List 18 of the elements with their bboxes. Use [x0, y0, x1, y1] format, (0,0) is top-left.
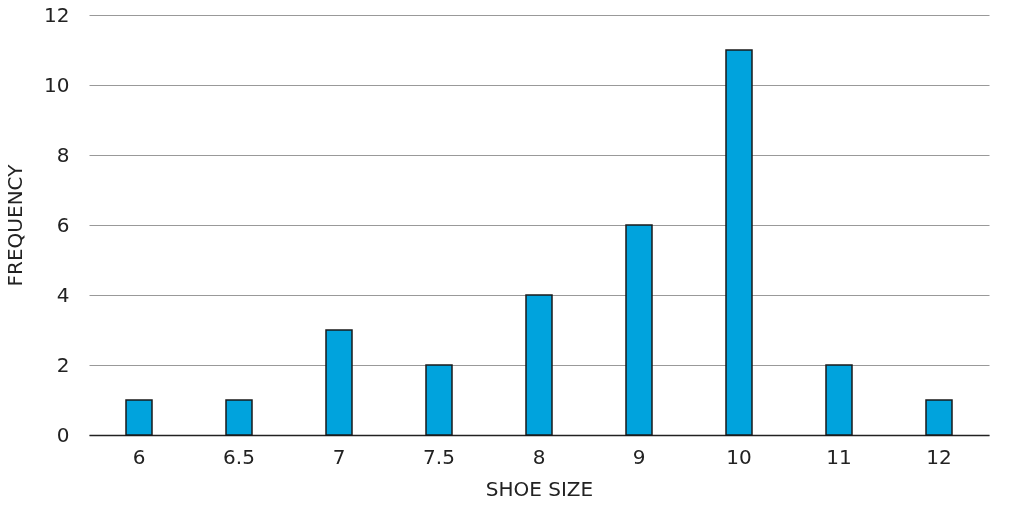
x-tick-label: 10 — [726, 444, 752, 469]
y-tick-label: 12 — [44, 2, 70, 27]
x-tick-label: 11 — [826, 444, 852, 469]
y-tick-label: 8 — [56, 142, 70, 167]
y-axis-title: FREQUENCY — [3, 163, 28, 287]
x-tick-label: 6.5 — [223, 444, 255, 469]
y-tick-label: 4 — [56, 282, 70, 307]
y-tick-label: 6 — [56, 212, 70, 237]
x-tick-label: 6 — [132, 444, 146, 469]
y-tick-label: 2 — [56, 352, 70, 377]
x-axis-title: SHOE SIZE — [485, 476, 594, 501]
x-tick-label: 12 — [926, 444, 952, 469]
y-tick-label: 10 — [44, 72, 70, 97]
x-tick-label: 7 — [332, 444, 346, 469]
x-tick-label: 9 — [632, 444, 646, 469]
x-tick-label: 8 — [532, 444, 546, 469]
y-tick-label: 0 — [56, 422, 70, 447]
x-tick-label: 7.5 — [423, 444, 455, 469]
